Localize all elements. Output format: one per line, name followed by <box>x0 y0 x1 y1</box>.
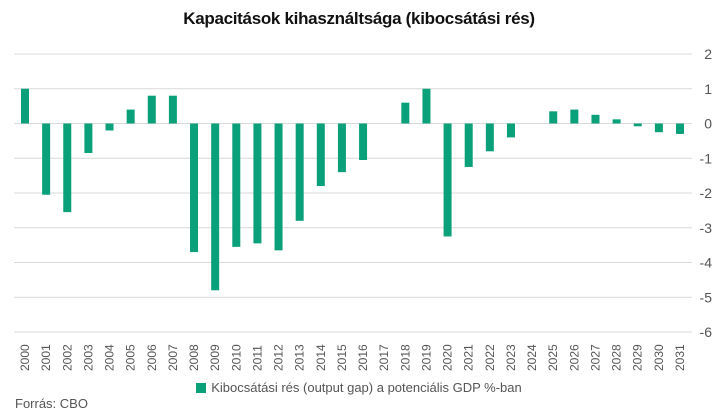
bar <box>633 123 642 127</box>
bar <box>105 123 114 131</box>
x-tick-label: 2015 <box>335 344 349 371</box>
x-tick-label: 2000 <box>18 344 32 371</box>
bar <box>506 123 515 138</box>
bar <box>443 123 452 237</box>
x-tick-label: 2017 <box>377 344 391 371</box>
y-axis-ticks: 2 1 0 -1 -2 -3 -4 -5 -6 <box>700 46 713 340</box>
bar <box>274 123 283 251</box>
x-tick-label: 2028 <box>610 344 624 371</box>
x-tick-label: 2014 <box>314 344 328 371</box>
x-tick-label: 2022 <box>483 344 497 371</box>
x-tick-label: 2010 <box>229 344 243 371</box>
x-tick-label: 2004 <box>103 344 117 371</box>
y-tick-label: -1 <box>700 150 713 166</box>
bar <box>612 119 621 124</box>
bar <box>337 123 346 173</box>
x-tick-label: 2019 <box>419 344 433 371</box>
legend: Kibocsátási rés (output gap) a potenciál… <box>0 380 718 395</box>
y-tick-label: -6 <box>700 324 713 340</box>
x-tick-label: 2031 <box>673 344 687 371</box>
x-tick-label: 2009 <box>208 344 222 371</box>
bar <box>591 114 600 124</box>
x-tick-label: 2008 <box>187 344 201 371</box>
x-tick-label: 2007 <box>166 344 180 371</box>
bar <box>654 123 663 133</box>
bars <box>21 88 684 291</box>
x-tick-label: 2006 <box>145 344 159 371</box>
legend-swatch <box>196 383 207 393</box>
y-tick-label: -5 <box>700 289 713 305</box>
x-tick-label: 2023 <box>504 344 518 371</box>
x-tick-label: 2011 <box>250 345 264 371</box>
x-tick-label: 2013 <box>293 344 307 371</box>
y-tick-label: 2 <box>704 46 712 62</box>
bar <box>84 123 93 154</box>
source-note: Forrás: CBO <box>15 396 88 411</box>
x-tick-label: 2029 <box>631 344 645 371</box>
x-tick-label: 2016 <box>356 344 370 371</box>
x-tick-label: 2002 <box>60 344 74 371</box>
bar <box>168 95 177 124</box>
bar <box>401 102 410 124</box>
bar <box>464 123 473 167</box>
x-tick-label: 2020 <box>441 344 455 371</box>
bar <box>253 123 262 244</box>
x-tick-label: 2001 <box>39 344 53 371</box>
bar <box>63 123 72 213</box>
x-tick-label: 2026 <box>567 344 581 371</box>
bar <box>485 123 494 152</box>
y-tick-label: -3 <box>700 220 713 236</box>
x-axis-ticks: 2000 2001 2002 2003 2004 2005 2006 2007 2008 2009… <box>18 344 687 371</box>
y-tick-label: 0 <box>704 116 712 132</box>
y-tick-label: 1 <box>704 81 712 97</box>
bar <box>21 88 29 124</box>
x-tick-label: 2024 <box>525 344 539 371</box>
legend-label: Kibocsátási rés (output gap) a potenciál… <box>211 380 522 395</box>
bar <box>126 109 135 124</box>
bar <box>359 123 368 160</box>
bar <box>42 123 51 195</box>
x-tick-label: 2005 <box>124 344 138 371</box>
y-tick-label: -2 <box>700 185 713 201</box>
x-tick-label: 2025 <box>546 344 560 371</box>
x-tick-label: 2030 <box>652 344 666 371</box>
bar <box>549 111 558 124</box>
y-tick-label: -4 <box>700 255 713 271</box>
bar <box>295 123 304 221</box>
gridlines <box>14 53 692 333</box>
bar <box>211 123 220 291</box>
bar <box>190 123 199 253</box>
x-tick-label: 2021 <box>462 344 476 371</box>
bar <box>147 95 156 124</box>
bar <box>570 109 579 124</box>
x-tick-label: 2018 <box>398 344 412 371</box>
x-tick-label: 2003 <box>81 344 95 371</box>
x-tick-label: 2027 <box>588 344 602 371</box>
bar <box>232 123 241 247</box>
bar <box>676 123 684 134</box>
bar <box>316 123 325 187</box>
bar <box>422 88 431 124</box>
x-tick-label: 2012 <box>272 344 286 371</box>
chart-title: Kapacitások kihasználtsága (kibocsátási … <box>183 9 535 28</box>
